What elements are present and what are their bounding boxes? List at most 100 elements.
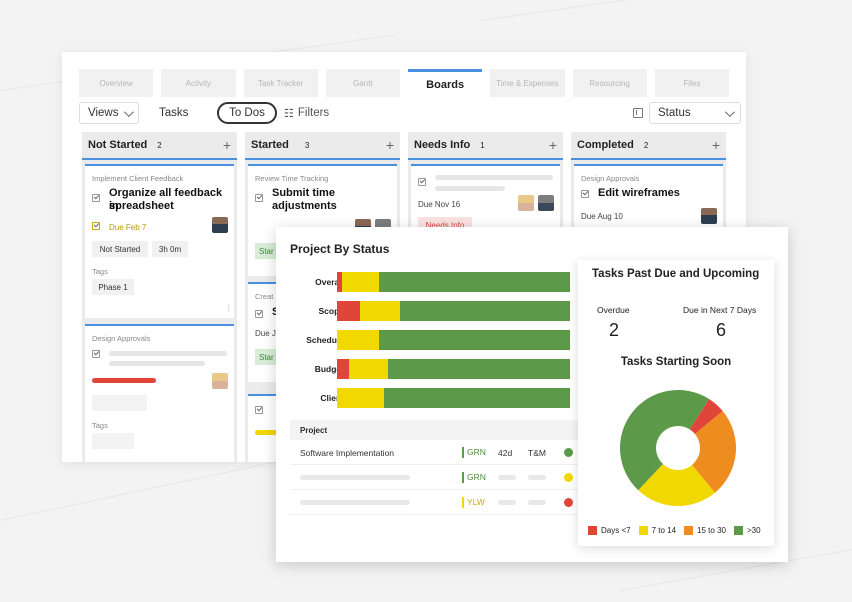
card-title: Tasks Past Due and Upcoming (592, 268, 760, 280)
status-pill[interactable]: Not Started (92, 241, 148, 257)
billing-type: T&M (528, 448, 546, 458)
calendar-icon (92, 222, 100, 230)
next7-count: 6 (716, 320, 727, 340)
hours-pill[interactable]: 3h 0m (152, 241, 188, 257)
avatar (518, 195, 534, 211)
panel-title: Project By Status (290, 242, 390, 256)
bar-segment (337, 388, 384, 408)
placeholder-pill (92, 433, 134, 449)
tags-label: Tags (92, 267, 108, 276)
bar-track (337, 272, 570, 292)
placeholder-line (528, 500, 546, 505)
legend-label: Days <7 (601, 526, 631, 535)
bar-segment (341, 272, 379, 292)
task-card[interactable]: Design Approvals Edit wireframes Due Aug… (574, 164, 723, 234)
checkbox-icon[interactable] (255, 406, 263, 414)
checkbox-icon[interactable] (92, 194, 100, 202)
more-icon[interactable]: ⋮ (225, 303, 233, 312)
tab-files[interactable]: Files (654, 69, 729, 97)
avatar (701, 208, 717, 224)
placeholder-line (435, 175, 553, 180)
add-card-icon[interactable]: + (548, 137, 557, 153)
card-due-date: Due Ja (255, 329, 281, 338)
bar-segment (337, 359, 349, 379)
checkbox-icon[interactable] (255, 310, 263, 318)
status-dropdown[interactable]: Status (649, 102, 741, 124)
task-card[interactable]: Implement Client Feedback Organize all f… (85, 164, 234, 318)
card-title-line2: spreadsheet (109, 200, 174, 212)
checkbox-icon[interactable] (92, 350, 100, 358)
grid-icon[interactable] (633, 108, 643, 118)
card-title: Submit time (272, 187, 335, 199)
card-project: Implement Client Feedback (92, 174, 184, 183)
placeholder-line (109, 351, 227, 356)
table-row[interactable]: Software Implementation GRN 42d T&M (290, 440, 580, 465)
table-row[interactable]: YLW (290, 490, 580, 515)
days-value: 42d (498, 448, 513, 458)
legend-item: Days <7 (588, 526, 631, 535)
filter-icon: ☷ (284, 107, 294, 120)
progress-bar (92, 378, 156, 383)
bar-segment (337, 301, 361, 321)
filters-label: Filters (297, 107, 330, 119)
bar-segment (388, 359, 570, 379)
donut-slice (638, 464, 715, 506)
filters-button[interactable]: ☷ Filters (284, 102, 344, 124)
column-title: Not Started (88, 139, 148, 151)
bar-segment (360, 301, 400, 321)
tasks-donut-chart (619, 389, 736, 506)
bar-row: Schedule (290, 330, 580, 350)
checkbox-icon[interactable] (418, 178, 426, 186)
placeholder-line (300, 500, 410, 505)
column-header: Started 3 + (245, 132, 400, 158)
add-card-icon[interactable]: + (711, 137, 720, 153)
task-card[interactable]: Design Approvals Tags (85, 324, 234, 462)
tab-gantt[interactable]: Gantt (325, 69, 400, 97)
checkbox-icon[interactable] (581, 190, 589, 198)
legend-swatch (588, 526, 597, 535)
checkbox-icon[interactable] (255, 194, 263, 202)
card-project: Design Approvals (581, 174, 640, 183)
status-dot (564, 498, 573, 507)
overdue-label: Overdue (597, 305, 630, 315)
tab-activity[interactable]: Activity (161, 69, 236, 97)
table-row[interactable]: GRN (290, 465, 580, 490)
card-due-date: Due Feb 7 (109, 223, 147, 232)
placeholder-line (498, 500, 516, 505)
status-label: Status (658, 107, 691, 119)
bar-label: Budget (314, 364, 344, 374)
legend-swatch (638, 526, 648, 535)
legend-swatch (733, 526, 743, 535)
column-title: Needs Info (414, 139, 471, 151)
legend-item: 7 to 14 (638, 526, 676, 535)
column-count: 2 (643, 140, 649, 150)
legend-item: 15 to 30 (684, 526, 726, 535)
rag-status: GRN (462, 472, 486, 483)
tasks-past-due-card: Tasks Past Due and Upcoming Overdue 2 Du… (578, 260, 774, 546)
bar-label: Overall (315, 277, 344, 287)
tab-boards[interactable]: Boards (408, 69, 483, 97)
tab-overview[interactable]: Overview (79, 69, 154, 97)
tag-pill[interactable]: Phase 1 (92, 279, 134, 295)
tab-task-tracker[interactable]: Task Tracker (243, 69, 318, 97)
bar-segment (383, 388, 570, 408)
views-label: Views (88, 107, 119, 119)
add-card-icon[interactable]: + (222, 137, 231, 153)
legend-label: >30 (746, 526, 761, 535)
donut-slice (619, 389, 710, 491)
tab-bar: Overview Activity Task Tracker Gantt Boa… (79, 69, 729, 97)
add-card-icon[interactable]: + (385, 137, 394, 153)
bar-track (337, 330, 570, 350)
tab-time-expenses[interactable]: Time & Expenses (490, 69, 565, 97)
tasks-toggle[interactable]: Tasks (159, 107, 189, 119)
legend-item: >30 (733, 526, 761, 535)
tags-label: Tags (92, 421, 108, 430)
card-title-line2: adjustments (272, 200, 337, 212)
views-dropdown[interactable]: Views (79, 102, 139, 124)
column-header: Not Started 2 + (82, 132, 237, 158)
todos-toggle[interactable]: To Dos (217, 102, 277, 124)
bar-row: Overall (290, 272, 580, 292)
tab-resourcing[interactable]: Resourcing (572, 69, 647, 97)
chevron-down-icon (724, 106, 735, 117)
bar-segment (348, 359, 389, 379)
